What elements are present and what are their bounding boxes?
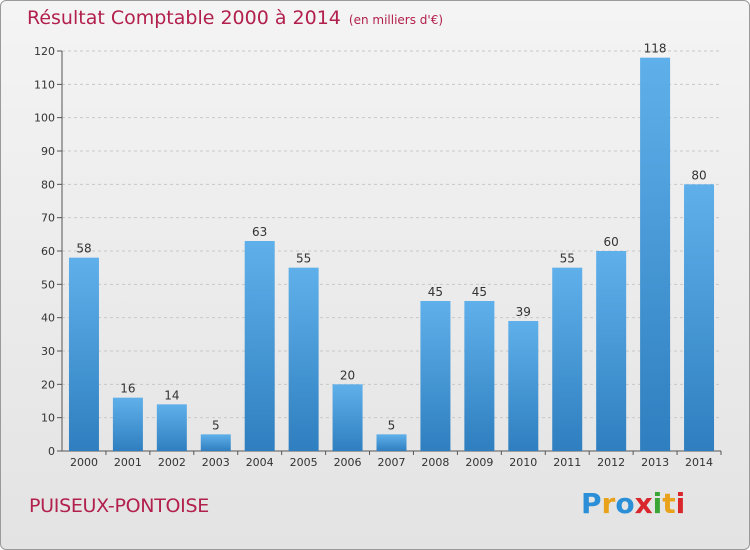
bar <box>332 384 363 451</box>
x-tick-label: 2011 <box>553 456 581 469</box>
bar <box>68 257 99 451</box>
x-tick-label: 2009 <box>465 456 493 469</box>
data-label: 58 <box>76 242 91 256</box>
data-label: 20 <box>340 368 355 382</box>
x-tick-label: 2005 <box>290 456 318 469</box>
bar <box>288 267 319 451</box>
logo-letter: t <box>662 487 676 520</box>
bar <box>464 301 495 451</box>
logo-letter: o <box>615 487 635 520</box>
bar <box>552 267 583 451</box>
data-label: 63 <box>252 225 267 239</box>
logo-letter: i <box>675 487 686 520</box>
bar <box>244 241 275 451</box>
data-label: 39 <box>516 305 531 319</box>
x-tick-label: 2012 <box>597 456 625 469</box>
data-label: 16 <box>120 382 135 396</box>
y-tick-label: 30 <box>41 345 55 358</box>
bar <box>156 404 187 451</box>
data-label: 45 <box>428 285 443 299</box>
data-label: 80 <box>691 168 706 182</box>
y-tick-label: 90 <box>41 145 55 158</box>
x-tick-label: 2010 <box>509 456 537 469</box>
x-tick-label: 2013 <box>641 456 669 469</box>
logo-letter: P <box>581 487 602 520</box>
data-label: 118 <box>644 42 667 56</box>
data-label: 5 <box>212 418 220 432</box>
chart-subtitle: (en milliers d'€) <box>348 13 444 27</box>
chart-title-text: Résultat Comptable 2000 à 2014 <box>27 7 341 29</box>
x-tick-label: 2000 <box>70 456 98 469</box>
city-name: PUISEUX-PONTOISE <box>29 495 209 517</box>
data-label: 55 <box>560 252 575 266</box>
x-tick-label: 2004 <box>246 456 274 469</box>
y-tick-label: 10 <box>41 412 55 425</box>
x-tick-label: 2006 <box>334 456 362 469</box>
logo-letter: x <box>634 487 653 520</box>
y-tick-label: 0 <box>48 445 55 458</box>
data-label: 5 <box>388 418 396 432</box>
logo-letter: r <box>601 487 616 520</box>
x-tick-label: 2007 <box>378 456 406 469</box>
bar <box>376 434 407 451</box>
x-tick-label: 2001 <box>114 456 142 469</box>
x-tick-label: 2008 <box>421 456 449 469</box>
bar <box>420 301 451 451</box>
data-label: 14 <box>164 388 179 402</box>
y-tick-label: 100 <box>34 112 55 125</box>
y-tick-label: 80 <box>41 178 55 191</box>
bar <box>508 321 539 451</box>
bar <box>684 184 715 452</box>
x-tick-label: 2014 <box>685 456 713 469</box>
x-tick-label: 2002 <box>158 456 186 469</box>
y-tick-label: 50 <box>41 278 55 291</box>
bar <box>112 397 143 451</box>
data-label: 60 <box>604 235 619 249</box>
logo-letter: i <box>652 487 663 520</box>
data-label: 55 <box>296 252 311 266</box>
bar <box>200 434 231 451</box>
data-label: 45 <box>472 285 487 299</box>
y-tick-label: 40 <box>41 312 55 325</box>
y-tick-label: 120 <box>34 45 55 58</box>
chart-title: Résultat Comptable 2000 à 2014 (en millie… <box>27 7 443 29</box>
bar <box>596 251 627 451</box>
proxiti-logo: Proxiti <box>581 487 685 520</box>
y-tick-label: 70 <box>41 212 55 225</box>
y-tick-label: 20 <box>41 378 55 391</box>
y-tick-label: 60 <box>41 245 55 258</box>
x-tick-label: 2003 <box>202 456 230 469</box>
bar <box>640 57 671 452</box>
y-tick-label: 110 <box>34 78 55 91</box>
